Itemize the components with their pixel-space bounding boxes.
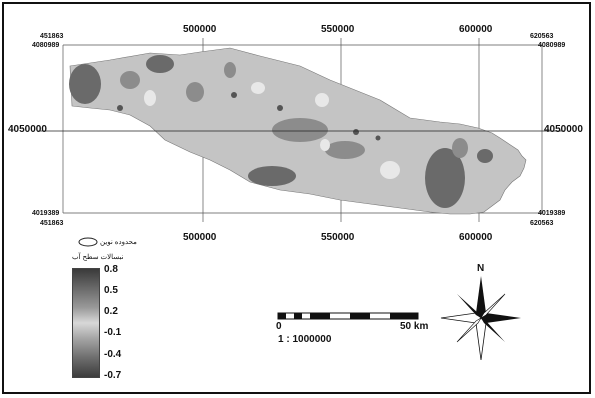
corner-top-left-x: 451863	[40, 33, 64, 40]
corner-top-left-y: 4080989	[32, 42, 60, 49]
legend-value-0: 0.8	[104, 264, 118, 275]
legend-water-label: نبسالات سطح آب	[72, 254, 124, 261]
corner-top-right-y: 4080989	[538, 42, 566, 49]
dark-zone-west	[69, 64, 101, 104]
x-tick-600000-top: 600000	[459, 24, 493, 35]
x-tick-500000-top: 500000	[183, 24, 217, 35]
x-tick-600000-bottom: 600000	[459, 232, 493, 243]
legend-value-1: 0.5	[104, 285, 118, 296]
legend-value-5: -0.7	[104, 370, 122, 381]
north-label: N	[477, 263, 485, 274]
study-area-legend-symbol	[78, 237, 98, 247]
dark-zone-south	[248, 166, 296, 186]
legend-value-2: 0.2	[104, 306, 118, 317]
dark-zone-east	[425, 148, 465, 208]
corner-top-right-x: 620563	[530, 33, 554, 40]
scale-end-label: 50 km	[400, 321, 429, 332]
corner-bottom-left-y: 4019389	[32, 210, 60, 217]
corner-bottom-left-x: 451863	[40, 220, 64, 227]
x-tick-500000-bottom: 500000	[183, 232, 217, 243]
dark-zone-north	[146, 55, 174, 73]
scale-start-label: 0	[276, 321, 282, 332]
legend-value-3: -0.1	[104, 327, 122, 338]
scale-ratio-label: 1 : 1000000	[278, 334, 332, 345]
legend-color-ramp	[72, 268, 100, 378]
x-tick-550000-bottom: 550000	[321, 232, 355, 243]
legend-study-area-label: محدوده نوین	[100, 239, 137, 246]
compass-rose-icon	[440, 276, 521, 361]
legend-value-4: -0.4	[104, 349, 122, 360]
x-tick-550000-top: 550000	[321, 24, 355, 35]
map-frame	[2, 2, 591, 394]
corner-bottom-right-x: 620563	[530, 220, 554, 227]
y-tick-4050000-left: 4050000	[8, 124, 47, 135]
y-tick-4050000-right: 4050000	[544, 124, 583, 135]
scale-bar	[277, 312, 419, 320]
corner-bottom-right-y: 4019389	[538, 210, 566, 217]
